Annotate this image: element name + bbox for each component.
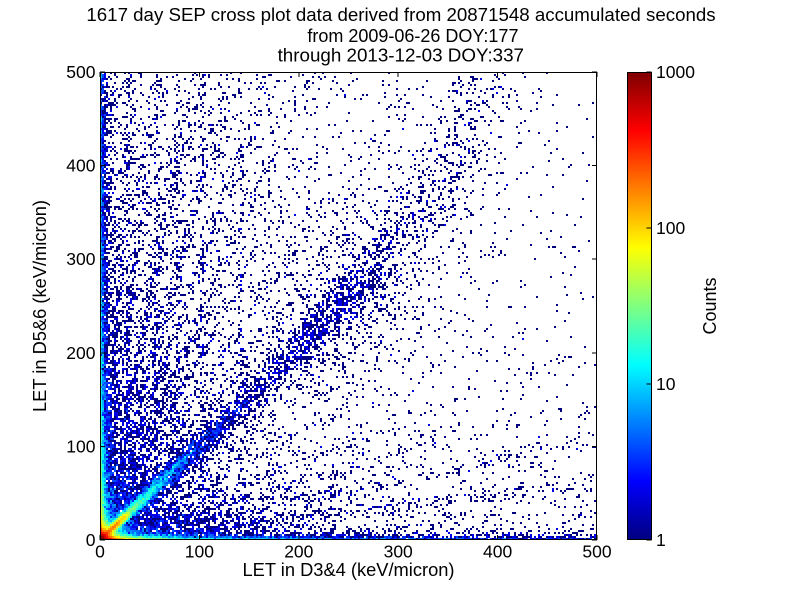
svg-text:400: 400 [66,156,95,176]
svg-text:100: 100 [185,542,214,562]
svg-text:200: 200 [66,343,95,363]
svg-text:0: 0 [86,530,96,550]
svg-text:100: 100 [66,436,95,456]
svg-text:300: 300 [384,542,413,562]
svg-text:1: 1 [656,530,666,550]
svg-text:200: 200 [284,542,313,562]
svg-text:100: 100 [656,218,685,238]
svg-text:500: 500 [66,62,95,82]
svg-text:500: 500 [582,542,611,562]
svg-text:LET in D3&4 (keV/micron): LET in D3&4 (keV/micron) [242,559,454,580]
svg-text:from 2009-06-26 DOY:177: from 2009-06-26 DOY:177 [307,26,518,46]
svg-text:Counts: Counts [700,277,720,334]
svg-text:0: 0 [95,542,105,562]
svg-text:400: 400 [483,542,512,562]
svg-text:1000: 1000 [656,62,695,82]
svg-text:1617 day SEP cross plot data d: 1617 day SEP cross plot data derived fro… [86,4,715,25]
svg-text:10: 10 [656,374,676,394]
svg-text:LET in D5&6 (keV/micron): LET in D5&6 (keV/micron) [29,200,50,412]
svg-text:300: 300 [66,249,95,269]
svg-text:through 2013-12-03 DOY:337: through 2013-12-03 DOY:337 [278,44,524,65]
